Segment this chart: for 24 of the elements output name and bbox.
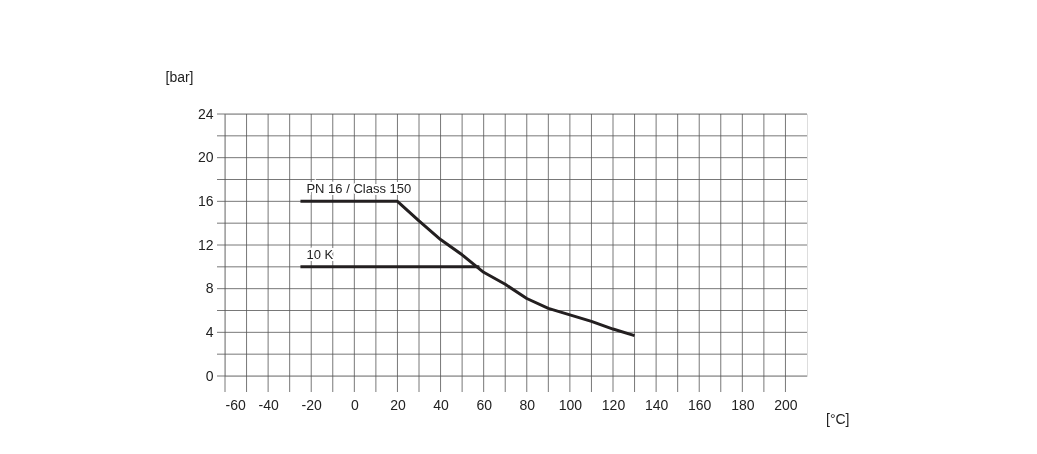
y-tick-label: 4 xyxy=(205,323,214,340)
x-tick-label: 100 xyxy=(558,396,583,413)
x-tick-label: 140 xyxy=(644,396,669,413)
y-tick-label: 24 xyxy=(197,105,214,122)
x-tick-label: 200 xyxy=(774,396,798,413)
series-label: 10 K xyxy=(306,246,334,262)
x-tick-label: 40 xyxy=(433,396,450,413)
y-axis-title: [bar] xyxy=(165,68,194,85)
y-tick-label: 8 xyxy=(205,280,214,297)
x-axis-title: [°C] xyxy=(826,410,850,427)
x-tick-label: 160 xyxy=(688,396,712,413)
x-tick-label: -40 xyxy=(258,396,279,413)
y-tick-label: 20 xyxy=(197,149,214,166)
y-tick-label: 12 xyxy=(197,236,214,253)
x-tick-label: 20 xyxy=(390,396,406,413)
x-tick-label: -20 xyxy=(301,396,323,413)
x-tick-label: 120 xyxy=(601,396,626,413)
x-tick-label: -60 xyxy=(225,396,246,413)
y-tick-label: 0 xyxy=(205,367,214,384)
x-tick-label: 80 xyxy=(519,396,536,413)
x-tick-label: 0 xyxy=(350,396,359,413)
x-tick-label: 180 xyxy=(731,396,755,413)
x-tick-label: 60 xyxy=(476,396,493,413)
y-tick-label: 16 xyxy=(197,192,214,209)
